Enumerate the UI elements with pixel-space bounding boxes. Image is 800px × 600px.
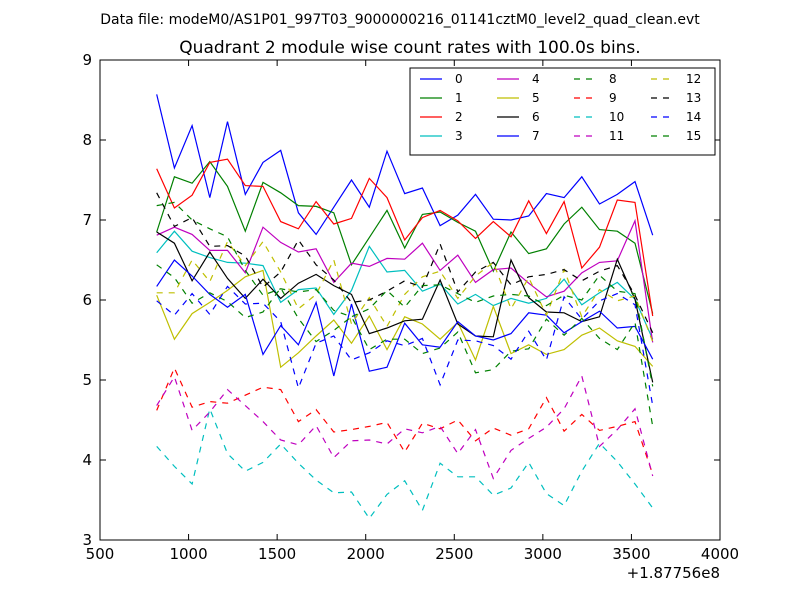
y-tick-label: 7 <box>82 211 92 229</box>
figure-header: Data file: modeM0/AS1P01_997T03_90000002… <box>100 12 700 28</box>
series-line-13 <box>156 192 654 334</box>
legend-label-8: 8 <box>609 72 617 86</box>
legend-label-12: 12 <box>686 72 701 86</box>
legend-label-14: 14 <box>686 110 701 124</box>
x-offset-label: +1.87756e8 <box>627 564 720 582</box>
series-line-11 <box>156 374 654 480</box>
legend-label-9: 9 <box>609 91 617 105</box>
series-line-7 <box>156 259 654 377</box>
legend-label-4: 4 <box>532 72 540 86</box>
legend-label-1: 1 <box>455 91 463 105</box>
legend-box <box>409 67 716 156</box>
series-line-14 <box>156 285 654 406</box>
series-line-4 <box>156 218 654 343</box>
series-line-15 <box>156 201 654 387</box>
series-line-6 <box>156 231 654 383</box>
x-tick-label: 4000 <box>701 545 739 563</box>
legend-label-13: 13 <box>686 91 701 105</box>
y-tick-label: 3 <box>82 531 92 549</box>
x-tick-label: 3000 <box>524 545 562 563</box>
axes: 500 1000 1500 2000 2500 3000 3500 4000 3 4 5 6 7 8 9 <box>82 51 739 563</box>
series-line-1 <box>156 160 654 314</box>
series-line-9 <box>156 366 654 475</box>
legend-label-7: 7 <box>532 129 540 143</box>
legend-label-0: 0 <box>455 72 463 86</box>
series-line-10 <box>156 406 654 520</box>
series-line-12 <box>156 240 654 342</box>
legend-label-6: 6 <box>532 110 540 124</box>
legend-label-15: 15 <box>686 129 701 143</box>
legend-label-5: 5 <box>532 91 540 105</box>
y-tick-label: 4 <box>82 451 92 469</box>
y-tick-label: 5 <box>82 371 92 389</box>
series-line-0 <box>156 94 654 236</box>
y-tick-label: 6 <box>82 291 92 309</box>
series-line-3 <box>156 230 654 340</box>
x-tick-label: 2000 <box>347 545 385 563</box>
x-tick-label: 500 <box>86 545 115 563</box>
x-tick-label: 3500 <box>612 545 650 563</box>
series-line-2 <box>156 158 654 317</box>
legend-label-3: 3 <box>455 129 463 143</box>
y-tick-label: 9 <box>82 51 92 69</box>
chart-title: Quadrant 2 module wise count rates with … <box>179 38 640 58</box>
y-tick-label: 8 <box>82 131 92 149</box>
x-tick-label: 2500 <box>435 545 473 563</box>
x-tick-label: 1000 <box>169 545 207 563</box>
x-tick-label: 1500 <box>258 545 296 563</box>
plot-area <box>156 94 654 520</box>
legend-label-10: 10 <box>609 110 624 124</box>
series-line-5 <box>156 269 654 369</box>
legend-label-11: 11 <box>609 129 624 143</box>
series-line-8 <box>156 264 654 427</box>
legend-label-2: 2 <box>455 110 463 124</box>
